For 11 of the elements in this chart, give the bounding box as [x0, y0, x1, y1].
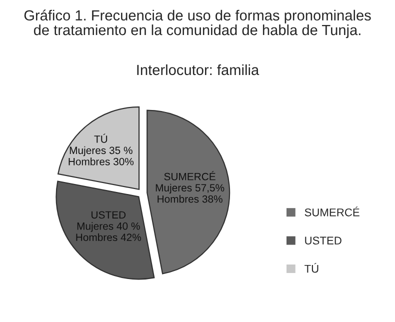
slice-label: TÚ — [94, 134, 108, 143]
text: Mujeres 40 % Hombres 42% — [76, 222, 142, 242]
slice-label: USTED — [92, 211, 126, 219]
slice-label: SUMERCÉ — [164, 171, 216, 180]
legend-label: USTED — [305, 236, 342, 245]
text: Mujeres 35 % Hombres 30% — [68, 146, 134, 166]
text: Mujeres 57,5% Hombres 38% — [156, 184, 224, 203]
legend-label: SUMERCÉ — [304, 206, 360, 216]
chart-subtitle: Interlocutor: familia — [137, 64, 260, 76]
chart-title: Gráfico 1. Frecuencia de uso de formas pronominales de tratamiento en la comunidad de habla de Tunja. — [24, 10, 371, 38]
legend-label: TÚ — [304, 262, 318, 273]
